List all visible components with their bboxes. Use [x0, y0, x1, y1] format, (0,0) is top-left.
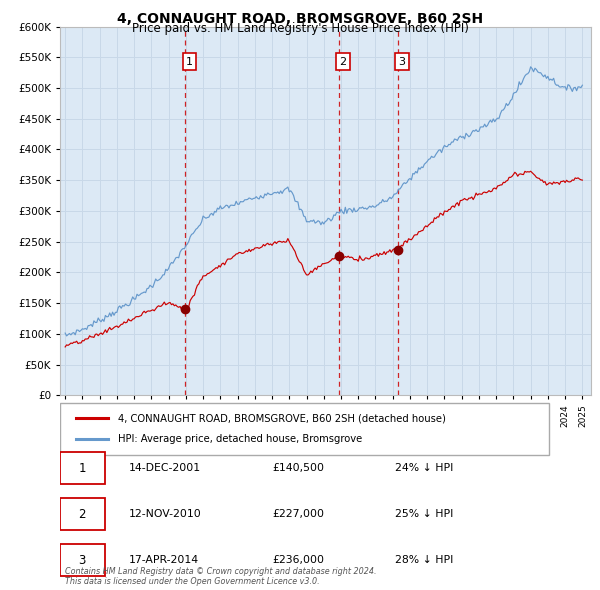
Text: HPI: Average price, detached house, Bromsgrove: HPI: Average price, detached house, Brom…	[118, 434, 362, 444]
Text: £140,500: £140,500	[272, 463, 325, 473]
Text: 17-APR-2014: 17-APR-2014	[129, 555, 199, 565]
Text: Price paid vs. HM Land Registry's House Price Index (HPI): Price paid vs. HM Land Registry's House …	[131, 22, 469, 35]
Text: 12-NOV-2010: 12-NOV-2010	[129, 509, 202, 519]
Text: 4, CONNAUGHT ROAD, BROMSGROVE, B60 2SH: 4, CONNAUGHT ROAD, BROMSGROVE, B60 2SH	[117, 12, 483, 26]
Text: £227,000: £227,000	[272, 509, 325, 519]
Text: 4, CONNAUGHT ROAD, BROMSGROVE, B60 2SH (detached house): 4, CONNAUGHT ROAD, BROMSGROVE, B60 2SH (…	[118, 414, 446, 423]
FancyBboxPatch shape	[60, 403, 548, 455]
Text: 25% ↓ HPI: 25% ↓ HPI	[395, 509, 453, 519]
Text: 2: 2	[340, 57, 347, 67]
Text: £236,000: £236,000	[272, 555, 325, 565]
Text: 1: 1	[186, 57, 193, 67]
Text: Contains HM Land Registry data © Crown copyright and database right 2024.
This d: Contains HM Land Registry data © Crown c…	[65, 566, 377, 586]
Text: 3: 3	[79, 553, 86, 567]
Text: 28% ↓ HPI: 28% ↓ HPI	[395, 555, 453, 565]
Text: 24% ↓ HPI: 24% ↓ HPI	[395, 463, 453, 473]
Text: 1: 1	[79, 461, 86, 475]
FancyBboxPatch shape	[60, 545, 105, 576]
Text: 2: 2	[79, 507, 86, 521]
FancyBboxPatch shape	[60, 453, 105, 484]
Text: 3: 3	[398, 57, 406, 67]
Text: 14-DEC-2001: 14-DEC-2001	[129, 463, 201, 473]
FancyBboxPatch shape	[60, 499, 105, 530]
